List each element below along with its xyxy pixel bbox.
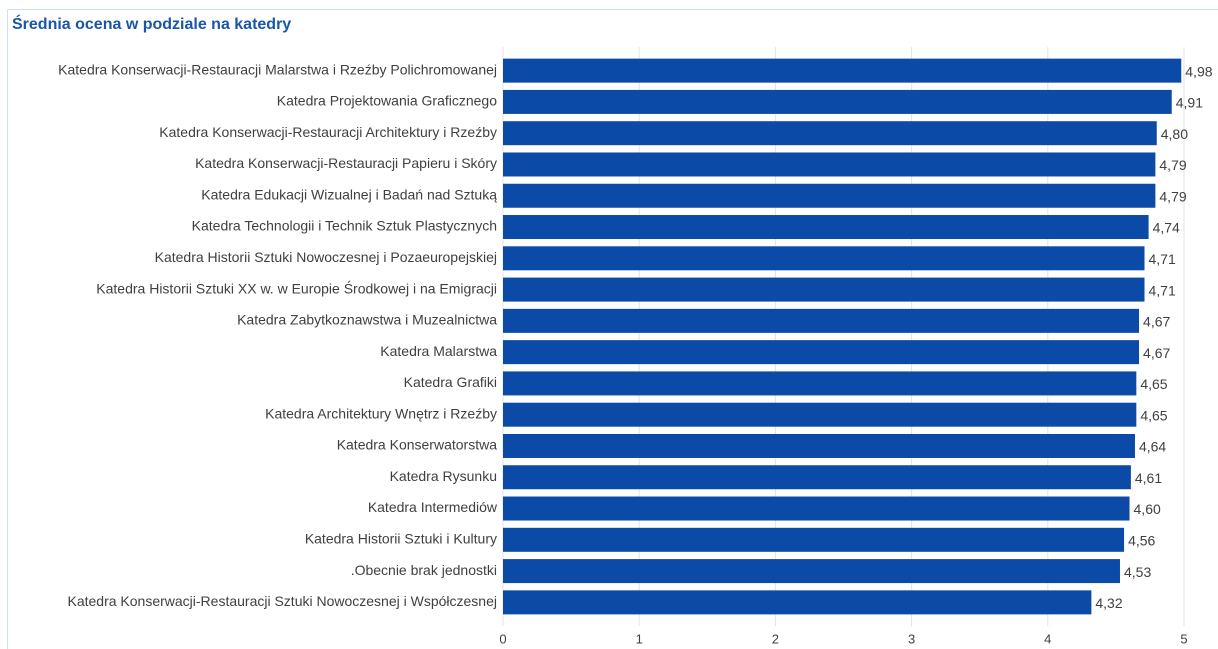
y-tick-label: Katedra Architektury Wnętrz i Rzeźby xyxy=(265,405,497,421)
x-tick-label: 0 xyxy=(499,631,506,646)
y-tick-label: Katedra Edukacji Wizualnej i Badań nad S… xyxy=(201,186,497,202)
bar xyxy=(503,215,1149,240)
data-label: 4,79 xyxy=(1159,157,1186,173)
y-tick-label: Katedra Historii Sztuki Nowoczesnej i Po… xyxy=(155,249,497,265)
data-label: 4,53 xyxy=(1124,564,1151,580)
y-tick-label: Katedra Grafiki xyxy=(404,374,497,390)
bar xyxy=(503,527,1125,552)
bar xyxy=(503,246,1145,271)
data-label: 4,91 xyxy=(1176,95,1203,111)
bar xyxy=(503,277,1145,302)
bar xyxy=(503,121,1157,146)
bar xyxy=(503,152,1156,177)
data-label: 4,71 xyxy=(1149,251,1176,267)
data-label: 4,71 xyxy=(1149,282,1176,298)
bar xyxy=(503,559,1120,584)
data-label: 4,65 xyxy=(1140,407,1167,423)
data-label: 4,32 xyxy=(1095,595,1122,611)
data-label: 4,74 xyxy=(1153,220,1180,236)
bar xyxy=(503,496,1130,521)
y-tick-label: Katedra Intermediów xyxy=(368,499,498,515)
data-label: 4,67 xyxy=(1143,314,1170,330)
y-tick-label: Katedra Konserwacji-Restauracji Papieru … xyxy=(195,155,497,171)
y-tick-label: Katedra Rysunku xyxy=(390,468,497,484)
x-tick-label: 1 xyxy=(636,631,643,646)
bar xyxy=(503,402,1137,427)
bar xyxy=(503,465,1131,490)
data-label: 4,67 xyxy=(1143,345,1170,361)
data-label: 4,60 xyxy=(1134,501,1161,517)
chart-title: Średnia ocena w podziale na katedry xyxy=(12,14,291,33)
y-tick-label: Katedra Zabytkoznawstwa i Muzealnictwa xyxy=(237,312,497,328)
y-tick-label: .Obecnie brak jednostki xyxy=(351,562,497,578)
data-label: 4,56 xyxy=(1128,533,1155,549)
x-tick-label: 4 xyxy=(1044,631,1051,646)
bar xyxy=(503,58,1182,83)
y-tick-label: Katedra Konserwacji-Restauracji Malarstw… xyxy=(58,61,497,77)
y-tick-label: Katedra Historii Sztuki XX w. w Europie … xyxy=(96,279,497,296)
bar xyxy=(503,433,1135,458)
data-label: 4,64 xyxy=(1139,439,1166,455)
y-tick-label: Katedra Historii Sztuki i Kultury xyxy=(305,531,497,547)
x-tick-label: 5 xyxy=(1180,631,1187,646)
bar xyxy=(503,89,1172,114)
bar xyxy=(503,183,1156,208)
y-tick-label: Katedra Konserwacji-Restauracji Sztuki N… xyxy=(67,593,497,609)
y-tick-label: Katedra Technologii i Technik Sztuk Plas… xyxy=(192,218,497,234)
y-tick-label: Katedra Konserwacji-Restauracji Architek… xyxy=(159,124,497,140)
y-tick-label: Katedra Konserwatorstwa xyxy=(337,437,498,453)
data-label: 4,80 xyxy=(1161,126,1188,142)
data-label: 4,65 xyxy=(1140,376,1167,392)
x-tick-label: 2 xyxy=(772,631,779,646)
y-tick-label: Katedra Projektowania Graficznego xyxy=(277,93,497,109)
y-tick-label: Katedra Malarstwa xyxy=(380,343,497,359)
bar xyxy=(503,371,1137,396)
data-label: 4,61 xyxy=(1135,470,1162,486)
x-tick-label: 3 xyxy=(908,631,915,646)
bar xyxy=(503,308,1140,333)
data-label: 4,98 xyxy=(1185,63,1212,79)
data-label: 4,79 xyxy=(1159,188,1186,204)
bar xyxy=(503,590,1092,615)
bar xyxy=(503,340,1140,365)
